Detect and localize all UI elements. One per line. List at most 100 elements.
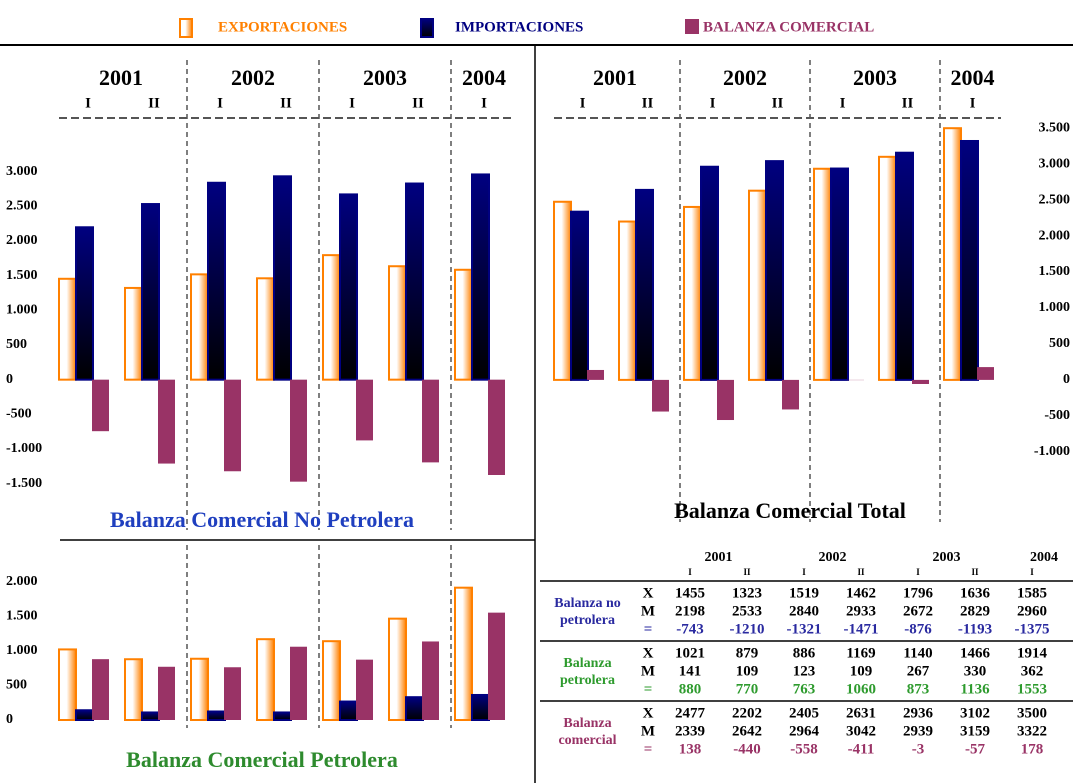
table-cell: 3322 bbox=[1017, 723, 1047, 739]
legend-swatch bbox=[685, 19, 699, 34]
year-label: 2001 bbox=[593, 65, 637, 90]
y-tick-label: 1.500 bbox=[6, 268, 38, 283]
table-cell: 2339 bbox=[675, 723, 705, 739]
row-label: X bbox=[643, 645, 654, 661]
table-cell: 880 bbox=[679, 681, 702, 697]
y-tick-label: 1.000 bbox=[6, 303, 38, 318]
table-year: 2002 bbox=[819, 550, 847, 565]
table-cell: 1585 bbox=[1017, 585, 1047, 601]
x-tick-label: I bbox=[349, 95, 355, 111]
row-group-label: Balanza no petrolera bbox=[554, 596, 621, 628]
bar bbox=[124, 286, 143, 381]
table-cell: 2960 bbox=[1017, 603, 1047, 619]
bar bbox=[683, 205, 702, 381]
bar bbox=[652, 379, 669, 412]
legend-label: EXPORTACIONES bbox=[218, 19, 347, 35]
table-cell: 109 bbox=[736, 663, 759, 679]
row-label: M bbox=[641, 603, 655, 619]
bar bbox=[454, 586, 473, 721]
bar bbox=[977, 367, 994, 380]
x-tick-label: I bbox=[970, 95, 976, 111]
bar bbox=[75, 226, 94, 381]
table-cell: 1140 bbox=[903, 645, 932, 661]
x-tick-label: II bbox=[642, 95, 654, 111]
y-tick-label: -1.000 bbox=[1034, 444, 1070, 459]
table-cell: 886 bbox=[793, 645, 816, 661]
row-label: X bbox=[643, 705, 654, 721]
bar bbox=[207, 710, 226, 721]
table-cell: 178 bbox=[1021, 741, 1044, 757]
bar bbox=[339, 700, 358, 722]
bar bbox=[748, 189, 767, 381]
table-year: 2001 bbox=[705, 550, 733, 565]
bar bbox=[454, 268, 473, 381]
row-label: = bbox=[644, 681, 653, 697]
bar bbox=[405, 182, 424, 381]
bar bbox=[290, 379, 307, 482]
table-cell: 2840 bbox=[789, 603, 819, 619]
year-label: 2003 bbox=[363, 65, 407, 90]
x-tick-label: II bbox=[148, 95, 160, 111]
table-cell: 1169 bbox=[846, 645, 875, 661]
y-tick-label: 1.500 bbox=[6, 609, 38, 624]
y-tick-label: 0 bbox=[1063, 372, 1070, 387]
bar bbox=[256, 638, 275, 721]
y-tick-label: 2.000 bbox=[1039, 228, 1071, 243]
table-cell: 1636 bbox=[960, 585, 991, 601]
table-cell: 2939 bbox=[903, 723, 933, 739]
bar bbox=[124, 658, 143, 722]
bar bbox=[290, 646, 307, 720]
y-tick-label: 500 bbox=[6, 337, 27, 352]
bar bbox=[717, 379, 734, 421]
bar bbox=[422, 379, 439, 463]
legend-label: BALANZA COMERCIAL bbox=[703, 19, 874, 35]
table-cell: 1021 bbox=[675, 645, 705, 661]
table-cell: -57 bbox=[965, 741, 985, 757]
table-cell: 873 bbox=[907, 681, 930, 697]
y-tick-label: 3.500 bbox=[1039, 120, 1071, 135]
bar bbox=[700, 165, 719, 381]
bar bbox=[553, 200, 572, 381]
bar bbox=[256, 277, 275, 381]
table-cell: 2964 bbox=[789, 723, 820, 739]
bar bbox=[782, 379, 799, 410]
table-cell: 770 bbox=[736, 681, 759, 697]
bar bbox=[471, 693, 490, 722]
table-cell: -440 bbox=[733, 741, 761, 757]
table-cell: 1455 bbox=[675, 585, 705, 601]
table-cell: 362 bbox=[1021, 663, 1044, 679]
x-tick-label: II bbox=[280, 95, 292, 111]
bar bbox=[356, 379, 373, 441]
bar bbox=[813, 167, 832, 381]
legend-swatch bbox=[179, 18, 193, 38]
table-cell: -1321 bbox=[787, 621, 822, 637]
table-half: I bbox=[916, 567, 920, 577]
bar bbox=[635, 188, 654, 381]
table-cell: 109 bbox=[850, 663, 873, 679]
bar bbox=[224, 379, 241, 472]
x-tick-label: I bbox=[217, 95, 223, 111]
table-cell: 1519 bbox=[789, 585, 819, 601]
bar bbox=[92, 659, 109, 720]
row-group-label: Balanza petrolera bbox=[560, 656, 615, 688]
bar bbox=[830, 167, 849, 381]
table-cell: 3159 bbox=[960, 723, 990, 739]
table-cell: -743 bbox=[676, 621, 704, 637]
bar bbox=[92, 379, 109, 432]
x-tick-label: I bbox=[580, 95, 586, 111]
y-tick-label: 500 bbox=[6, 678, 27, 693]
bar bbox=[339, 193, 358, 381]
chart-title: Balanza Comercial Total bbox=[674, 498, 906, 523]
year-label: 2004 bbox=[951, 65, 995, 90]
y-tick-label: 2.500 bbox=[1039, 192, 1071, 207]
table-cell: 1462 bbox=[846, 585, 876, 601]
y-tick-label: 1.500 bbox=[1039, 264, 1071, 279]
bar bbox=[58, 277, 77, 381]
bar bbox=[765, 160, 784, 381]
y-tick-label: 2.500 bbox=[6, 199, 38, 214]
bar bbox=[388, 617, 407, 721]
table-cell: 141 bbox=[679, 663, 702, 679]
table-cell: -1193 bbox=[958, 621, 992, 637]
